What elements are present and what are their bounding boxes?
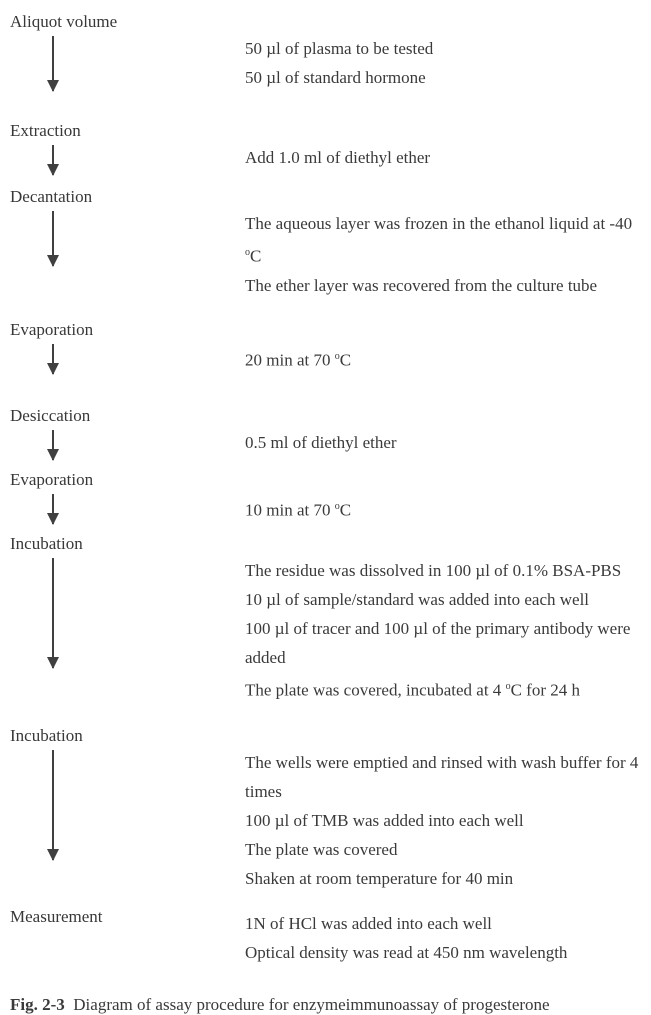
- step-description: Optical density was read at 450 nm wavel…: [245, 938, 641, 967]
- step-description: 100 µl of tracer and 100 µl of the prima…: [245, 614, 641, 672]
- step-label: Desiccation: [10, 406, 245, 426]
- down-arrow-icon: [52, 494, 54, 524]
- step-description: The plate was covered, incubated at 4 oC…: [245, 672, 641, 705]
- step-row: Incubation: [10, 726, 641, 746]
- spacer: [10, 384, 641, 406]
- step-row: Measurement1N of HCl was added into each…: [10, 907, 641, 967]
- down-arrow-icon: [52, 36, 54, 91]
- flowchart-container: Aliquot volume50 µl of plasma to be test…: [10, 12, 641, 967]
- step-description: 50 µl of standard hormone: [245, 63, 641, 92]
- step-row: Evaporation: [10, 470, 641, 490]
- down-arrow-icon: [52, 145, 54, 175]
- arrow-row: The aqueous layer was frozen in the etha…: [10, 207, 641, 300]
- step-label: Evaporation: [10, 320, 245, 340]
- step-row: Incubation: [10, 534, 641, 554]
- step-label: Extraction: [10, 121, 245, 141]
- step-description: 10 min at 70 oC: [245, 492, 641, 525]
- step-row: Extraction: [10, 121, 641, 141]
- step-row: Decantation: [10, 187, 641, 207]
- step-description: The aqueous layer was frozen in the etha…: [245, 209, 641, 271]
- step-description: Add 1.0 ml of diethyl ether: [245, 143, 641, 172]
- step-description: Shaken at room temperature for 40 min: [245, 864, 641, 893]
- step-description: The wells were emptied and rinsed with w…: [245, 748, 641, 806]
- figure-caption: Fig. 2-3 Diagram of assay procedure for …: [10, 995, 641, 1015]
- arrow-row: The wells were emptied and rinsed with w…: [10, 746, 641, 893]
- caption-prefix: Fig. 2-3: [10, 995, 65, 1014]
- spacer: [10, 101, 641, 121]
- spacer: [10, 704, 641, 726]
- arrow-row: 10 min at 70 oC: [10, 490, 641, 534]
- step-label: Evaporation: [10, 470, 245, 490]
- step-row: Desiccation: [10, 406, 641, 426]
- step-label: Measurement: [10, 907, 245, 927]
- step-description: 50 µl of plasma to be tested: [245, 34, 641, 63]
- step-description: The residue was dissolved in 100 µl of 0…: [245, 556, 641, 585]
- step-description: 100 µl of TMB was added into each well: [245, 806, 641, 835]
- down-arrow-icon: [52, 344, 54, 374]
- step-label: Incubation: [10, 726, 245, 746]
- step-label: Incubation: [10, 534, 245, 554]
- step-label: Decantation: [10, 187, 245, 207]
- caption-text: Diagram of assay procedure for enzymeimm…: [73, 995, 549, 1014]
- arrow-row: The residue was dissolved in 100 µl of 0…: [10, 554, 641, 705]
- arrow-row: 20 min at 70 oC: [10, 340, 641, 384]
- step-description: 1N of HCl was added into each well: [245, 909, 641, 938]
- arrow-row: 0.5 ml of diethyl ether: [10, 426, 641, 470]
- down-arrow-icon: [52, 750, 54, 860]
- step-row: Evaporation: [10, 320, 641, 340]
- spacer: [10, 300, 641, 320]
- step-description: 10 µl of sample/standard was added into …: [245, 585, 641, 614]
- step-description: 20 min at 70 oC: [245, 342, 641, 375]
- step-description: The ether layer was recovered from the c…: [245, 271, 641, 300]
- down-arrow-icon: [52, 211, 54, 266]
- arrow-row: Add 1.0 ml of diethyl ether: [10, 141, 641, 185]
- down-arrow-icon: [52, 430, 54, 460]
- step-label: Aliquot volume: [10, 12, 245, 32]
- step-row: Aliquot volume: [10, 12, 641, 32]
- down-arrow-icon: [52, 558, 54, 668]
- step-description: 0.5 ml of diethyl ether: [245, 428, 641, 457]
- spacer: [10, 893, 641, 907]
- step-description: The plate was covered: [245, 835, 641, 864]
- arrow-row: 50 µl of plasma to be tested50 µl of sta…: [10, 32, 641, 101]
